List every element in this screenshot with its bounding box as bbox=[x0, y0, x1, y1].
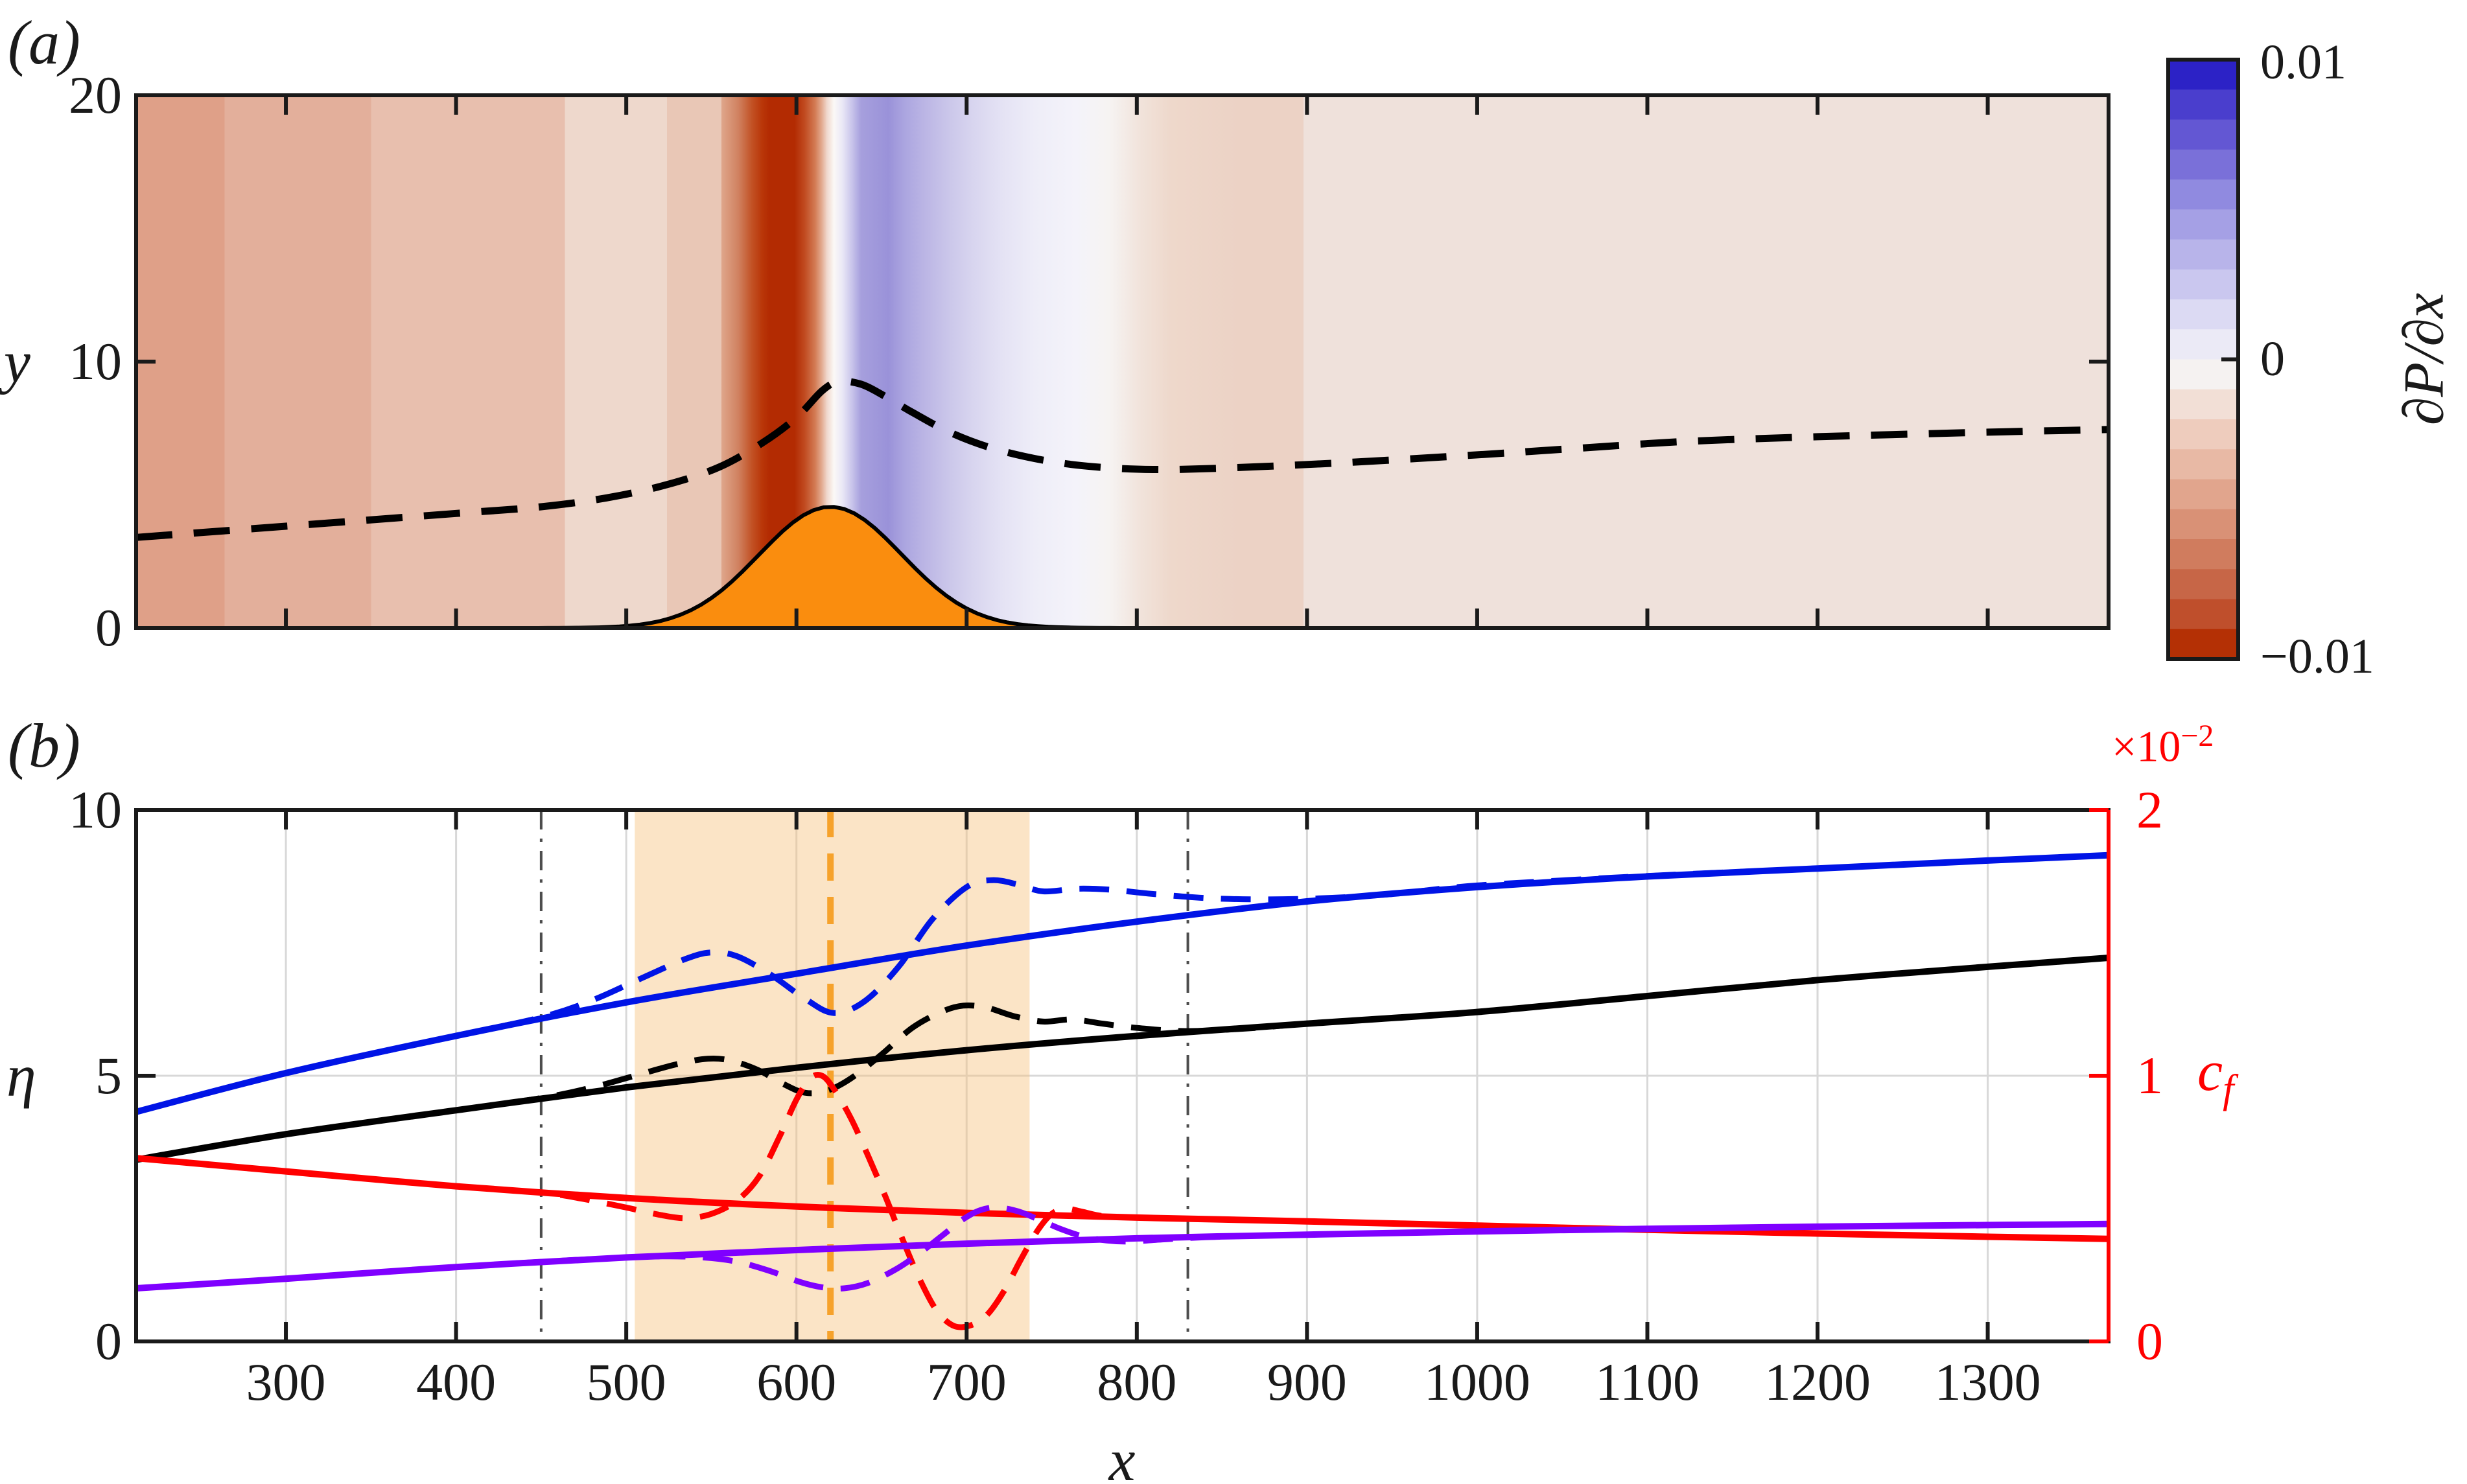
colorbar-band bbox=[2168, 599, 2238, 630]
colorbar-band bbox=[2168, 419, 2238, 450]
series-red-dashed bbox=[135, 1071, 2109, 1330]
series-purple-dashed bbox=[135, 1204, 2109, 1292]
panel-b-ytick-0: 0 bbox=[95, 1312, 122, 1371]
panel-b-right-axis bbox=[2089, 808, 2110, 1343]
panel-a-letter: (a) bbox=[8, 8, 80, 77]
panel-b-xtick-600: 600 bbox=[756, 1352, 837, 1411]
colorbar-band bbox=[2168, 180, 2238, 211]
series-purple-solid bbox=[135, 1220, 2109, 1292]
panel-a-ytick-0: 0 bbox=[95, 598, 122, 657]
colorbar-band bbox=[2168, 539, 2238, 570]
multiplier-exponent: −2 bbox=[2181, 719, 2214, 753]
series-black-dashed bbox=[135, 955, 2109, 1163]
colorbar-band bbox=[2168, 209, 2238, 240]
colorbar-band bbox=[2168, 329, 2238, 360]
colorbar-band bbox=[2168, 239, 2238, 270]
panel-b-xtick-800: 800 bbox=[1097, 1352, 1177, 1411]
panel-b-rtick-1: 1 bbox=[2136, 1046, 2163, 1105]
panel-b-ytick-5: 5 bbox=[95, 1046, 122, 1105]
panel-b-xtick-500: 500 bbox=[586, 1352, 666, 1411]
colorbar-band bbox=[2168, 60, 2238, 91]
panel-b-y-axis-label: η bbox=[6, 1043, 36, 1109]
colorbar-tick-bot: −0.01 bbox=[2260, 629, 2374, 684]
panel-b-x-axis-label: x bbox=[1108, 1427, 1136, 1484]
multiplier-base: ×10 bbox=[2112, 721, 2181, 771]
colorbar-band bbox=[2168, 89, 2238, 121]
colorbar-band bbox=[2168, 359, 2238, 390]
panel-b bbox=[134, 808, 2110, 1343]
colorbar-band bbox=[2168, 119, 2238, 150]
panel-a-ticks bbox=[136, 93, 2109, 630]
colorbar-band bbox=[2168, 569, 2238, 600]
panel-a-dashed-curve bbox=[135, 377, 2109, 541]
contour-field bbox=[136, 95, 2109, 628]
cf-label-main: c bbox=[2197, 1040, 2223, 1104]
colorbar-axis-label: ∂P/∂x bbox=[2392, 292, 2456, 426]
panel-b-ticks bbox=[136, 808, 1990, 1343]
panel-b-rtick-2: 2 bbox=[2136, 780, 2163, 839]
panel-b-xtick-300: 300 bbox=[246, 1352, 326, 1411]
series-blue-dashed bbox=[135, 852, 2109, 1115]
panel-b-xtick-400: 400 bbox=[416, 1352, 497, 1411]
colorbar-band bbox=[2168, 149, 2238, 180]
panel-b-xtick-1100: 1100 bbox=[1595, 1352, 1700, 1411]
panel-a bbox=[134, 93, 2110, 630]
colorbar-band bbox=[2168, 299, 2238, 330]
colorbar-band bbox=[2168, 479, 2238, 510]
panel-b-xtick-900: 900 bbox=[1267, 1352, 1347, 1411]
panel-b-xtick-1300: 1300 bbox=[1934, 1352, 2041, 1411]
panel-b-xtick-1200: 1200 bbox=[1764, 1352, 1871, 1411]
cf-label-sub: f bbox=[2223, 1067, 2234, 1111]
panel-a-ytick-10: 10 bbox=[69, 332, 122, 391]
colorbar-band bbox=[2168, 269, 2238, 300]
colorbar-band bbox=[2168, 389, 2238, 420]
colorbar-band bbox=[2168, 509, 2238, 540]
panel-b-ytick-10: 10 bbox=[69, 780, 122, 839]
colorbar bbox=[2166, 58, 2240, 661]
panel-b-rtick-0: 0 bbox=[2136, 1312, 2163, 1371]
colorbar-band bbox=[2168, 449, 2238, 480]
panel-b-xtick-1000: 1000 bbox=[1423, 1352, 1530, 1411]
colorbar-tick-mid: 0 bbox=[2260, 332, 2285, 386]
cf-axis-label: cf bbox=[2197, 1039, 2234, 1113]
right-axis-multiplier: ×10−2 bbox=[2112, 718, 2214, 772]
colorbar-band bbox=[2168, 629, 2238, 660]
panel-b-xtick-700: 700 bbox=[926, 1352, 1007, 1411]
panel-a-y-axis-label: y bbox=[4, 329, 30, 395]
panel-b-letter: (b) bbox=[8, 711, 80, 780]
colorbar-tick-top: 0.01 bbox=[2260, 35, 2346, 89]
panel-a-ytick-20: 20 bbox=[69, 65, 122, 124]
